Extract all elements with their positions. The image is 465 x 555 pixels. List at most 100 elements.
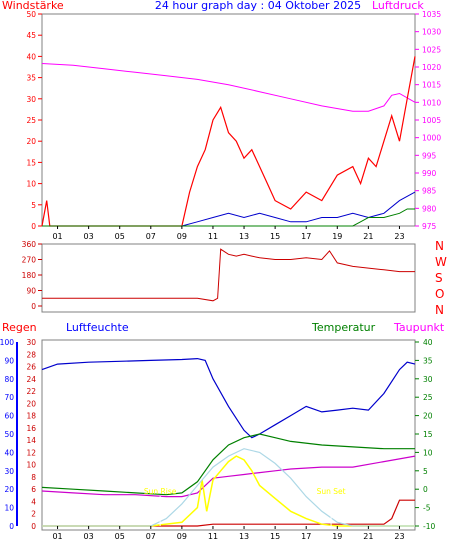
pressure-axis-label: Luftdruck bbox=[372, 0, 424, 12]
climate-series-4 bbox=[42, 455, 415, 527]
wind-tick-label: 15 bbox=[26, 158, 36, 167]
climate-panel bbox=[41, 339, 416, 531]
pressure-tick-label: 990 bbox=[422, 169, 437, 178]
wind-x-label: 23 bbox=[394, 232, 404, 241]
humidity-tick-label: 60 bbox=[4, 412, 14, 421]
direction-tick-label: 0 bbox=[31, 302, 36, 311]
humidity-tick-label: 30 bbox=[4, 467, 14, 476]
humidity-tick-label: 80 bbox=[4, 375, 14, 384]
climate-x-label: 01 bbox=[52, 532, 62, 541]
temp-tick-label: -5 bbox=[423, 504, 431, 513]
climate-series-5 bbox=[42, 448, 415, 527]
rain-tick-label: 28 bbox=[26, 350, 36, 359]
pressure-tick-label: 1030 bbox=[422, 28, 441, 37]
pressure-tick-label: 1015 bbox=[422, 81, 441, 90]
wind-panel-series-1 bbox=[41, 56, 416, 227]
rain-tick-label: 16 bbox=[26, 424, 36, 433]
temp-tick-label: 0 bbox=[423, 485, 428, 494]
climate-x-label: 21 bbox=[363, 532, 373, 541]
compass-o: O bbox=[435, 287, 444, 301]
temp-tick-label: 20 bbox=[423, 412, 433, 421]
wind-x-label: 07 bbox=[146, 232, 156, 241]
dewpoint-axis-label: Taupunkt bbox=[393, 321, 445, 334]
compass-s: S bbox=[435, 271, 443, 285]
direction-tick-label: 270 bbox=[22, 256, 37, 265]
wind-tick-label: 40 bbox=[26, 52, 36, 61]
wind-x-label: 05 bbox=[115, 232, 125, 241]
chart-marks: 0510152025303540455097598098599099510001… bbox=[0, 10, 441, 541]
direction-tick-label: 360 bbox=[22, 240, 37, 249]
wind-x-label: 03 bbox=[84, 232, 94, 241]
direction-tick-label: 180 bbox=[22, 271, 37, 280]
direction-tick-label: 90 bbox=[26, 287, 36, 296]
rain-tick-label: 0 bbox=[31, 522, 36, 531]
pressure-tick-label: 1035 bbox=[422, 10, 441, 19]
wind-tick-label: 50 bbox=[26, 10, 36, 19]
wind-pressure-panel bbox=[41, 13, 416, 227]
climate-x-label: 05 bbox=[115, 532, 125, 541]
climate-series-1 bbox=[41, 433, 415, 496]
sun-annotation-label: Sun Rise bbox=[144, 487, 177, 496]
wind-x-label: 19 bbox=[332, 232, 342, 241]
climate-x-label: 07 bbox=[146, 532, 156, 541]
sun-annotation-label: Sun Set bbox=[317, 487, 346, 496]
pressure-tick-label: 1010 bbox=[422, 98, 441, 107]
temperature-axis-label: Temperatur bbox=[311, 321, 376, 334]
climate-x-label: 23 bbox=[394, 532, 404, 541]
rain-tick-label: 26 bbox=[26, 363, 36, 372]
compass-n-top: N bbox=[435, 239, 444, 253]
direction-series-0 bbox=[42, 248, 415, 302]
climate-x-label: 09 bbox=[177, 532, 187, 541]
humidity-axis-label: Luftfeuchte bbox=[66, 321, 129, 334]
wind-panel-series-0 bbox=[41, 63, 416, 112]
temp-tick-label: 15 bbox=[423, 430, 433, 439]
wind-x-label: 17 bbox=[301, 232, 311, 241]
rain-tick-label: 14 bbox=[26, 436, 36, 445]
wind-axis-label: Windstärke bbox=[2, 0, 64, 12]
humidity-tick-label: 70 bbox=[4, 393, 14, 402]
rain-tick-label: 10 bbox=[26, 461, 36, 470]
climate-x-label: 11 bbox=[208, 532, 218, 541]
temp-tick-label: 10 bbox=[423, 448, 433, 457]
pressure-tick-label: 985 bbox=[422, 187, 437, 196]
rain-tick-label: 8 bbox=[31, 473, 36, 482]
wind-panel-series-3 bbox=[42, 208, 415, 227]
rain-tick-label: 18 bbox=[26, 412, 36, 421]
wind-x-label: 09 bbox=[177, 232, 187, 241]
wind-x-label: 15 bbox=[270, 232, 280, 241]
climate-series-2 bbox=[41, 455, 416, 498]
climate-series-0 bbox=[41, 357, 416, 439]
pressure-tick-label: 975 bbox=[422, 222, 437, 231]
humidity-tick-label: 0 bbox=[9, 522, 14, 531]
temp-tick-label: 40 bbox=[423, 338, 433, 347]
chart-title: 24 hour graph day : 04 Oktober 2025 bbox=[155, 0, 361, 12]
temp-tick-label: 35 bbox=[423, 356, 433, 365]
pressure-tick-label: 1025 bbox=[422, 45, 441, 54]
wind-tick-label: 25 bbox=[26, 116, 36, 125]
humidity-tick-label: 50 bbox=[4, 430, 14, 439]
pressure-tick-label: 1000 bbox=[422, 134, 441, 143]
climate-x-label: 03 bbox=[84, 532, 94, 541]
compass-n-bottom: N bbox=[435, 303, 444, 317]
climate-x-label: 17 bbox=[301, 532, 311, 541]
climate-series-3 bbox=[42, 499, 415, 527]
wind-tick-label: 35 bbox=[26, 74, 36, 83]
climate-x-label: 19 bbox=[332, 532, 342, 541]
rain-tick-label: 24 bbox=[26, 375, 36, 384]
humidity-tick-label: 20 bbox=[4, 485, 14, 494]
rain-axis-label: Regen bbox=[2, 321, 37, 334]
temp-tick-label: 25 bbox=[423, 393, 433, 402]
wind-panel-series-2 bbox=[42, 191, 416, 227]
direction-panel bbox=[41, 243, 416, 313]
rain-tick-label: 22 bbox=[26, 387, 36, 396]
wind-x-label: 13 bbox=[239, 232, 249, 241]
wind-x-label: 11 bbox=[208, 232, 218, 241]
wind-tick-label: 45 bbox=[26, 31, 36, 40]
wind-x-label: 01 bbox=[52, 232, 62, 241]
humidity-tick-label: 40 bbox=[4, 448, 14, 457]
wind-tick-label: 10 bbox=[26, 180, 36, 189]
rain-tick-label: 2 bbox=[31, 510, 36, 519]
rain-tick-label: 12 bbox=[26, 448, 36, 457]
temp-tick-label: -10 bbox=[423, 522, 435, 531]
